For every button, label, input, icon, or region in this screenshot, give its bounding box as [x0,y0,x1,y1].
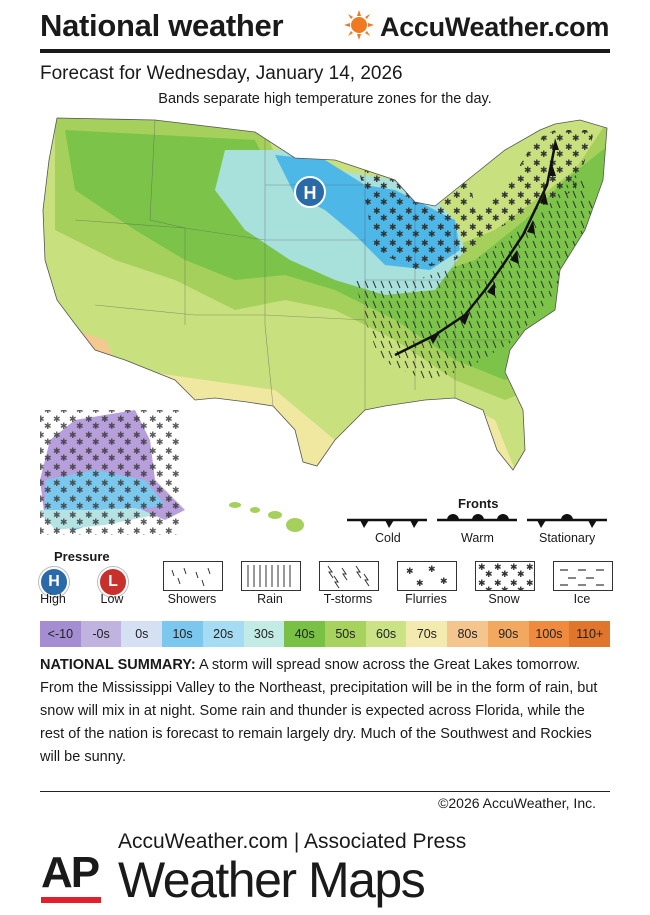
scale-swatch: 60s [365,621,407,647]
scale-swatch: 90s [487,621,529,647]
scale-swatch: -0s [80,621,122,647]
front-label-cold: Cold [375,531,401,545]
svg-text:✱: ✱ [416,579,424,589]
page-title: National weather [40,8,284,43]
fronts-legend-title: Fronts [458,496,499,511]
ice-swatch [553,561,613,591]
pressure-legend-title: Pressure [54,549,110,564]
scale-swatch: 110+ [569,621,611,647]
sun-icon [344,10,374,45]
footer-partners: AccuWeather.com | Associated Press [118,830,467,853]
high-pressure-icon: H [39,567,69,597]
low-pressure-icon: L [98,567,128,597]
fronts-legend-lines [347,514,607,528]
scale-swatch: 20s [202,621,244,647]
svg-text:✱: ✱ [428,565,436,575]
low-label: Low [100,592,124,606]
showers-swatch [163,561,223,591]
rain-swatch [241,561,301,591]
scale-swatch: 40s [284,621,326,647]
snow-label: Snow [488,592,520,606]
front-label-warm: Warm [461,531,494,545]
forecast-date: Forecast for Wednesday, January 14, 2026 [40,63,403,84]
hawaii [229,502,304,532]
svg-text:✱: ✱ [440,577,448,587]
rain-label: Rain [257,592,283,606]
high-pressure-symbol: H [304,183,317,203]
scale-swatch: 70s [406,621,448,647]
national-summary: NATIONAL SUMMARY: A storm will spread sn… [40,654,610,769]
scale-swatch: <-10 [40,621,81,647]
scale-swatch: 10s [162,621,203,647]
tstorms-swatch [319,561,379,591]
temperature-map: ✱ ✱ [35,110,615,550]
flurries-swatch: ✱ ✱ ✱ ✱ [397,561,457,591]
high-pressure-marker [294,176,326,208]
front-label-stationary: Stationary [539,531,596,545]
brand-name: AccuWeather.com [380,12,610,42]
scale-swatch: 50s [325,621,366,647]
footer-rule [40,791,610,792]
high-label: High [40,592,66,606]
tstorms-label: T-storms [323,592,373,606]
scale-swatch: 30s [243,621,285,647]
ap-logo: AP [41,848,100,897]
copyright: ©2026 AccuWeather, Inc. [438,795,596,811]
ice-label: Ice [573,592,591,606]
svg-text:✱: ✱ [406,567,414,577]
brand: AccuWeather.com [344,10,609,45]
ap-logo-bar [41,897,101,903]
scale-swatch: 0s [121,621,163,647]
summary-lead: NATIONAL SUMMARY: [40,657,196,673]
scale-swatch: 80s [447,621,488,647]
showers-label: Showers [167,592,217,606]
snow-swatch [475,561,535,591]
summary-text: A storm will spread snow across the Grea… [40,657,598,765]
alaska [40,410,185,535]
scale-swatch: 100s [528,621,570,647]
cold-front [394,144,557,357]
footer-product: Weather Maps [118,852,426,908]
header-rule [40,49,610,53]
map-subtitle: Bands separate high temperature zones fo… [158,91,492,107]
temperature-scale: <-10 -0s 0s 10s 20s 30s 40s 50s 60s 70s 80s 90s 100s… [40,621,611,647]
flurries-label: Flurries [405,592,447,606]
